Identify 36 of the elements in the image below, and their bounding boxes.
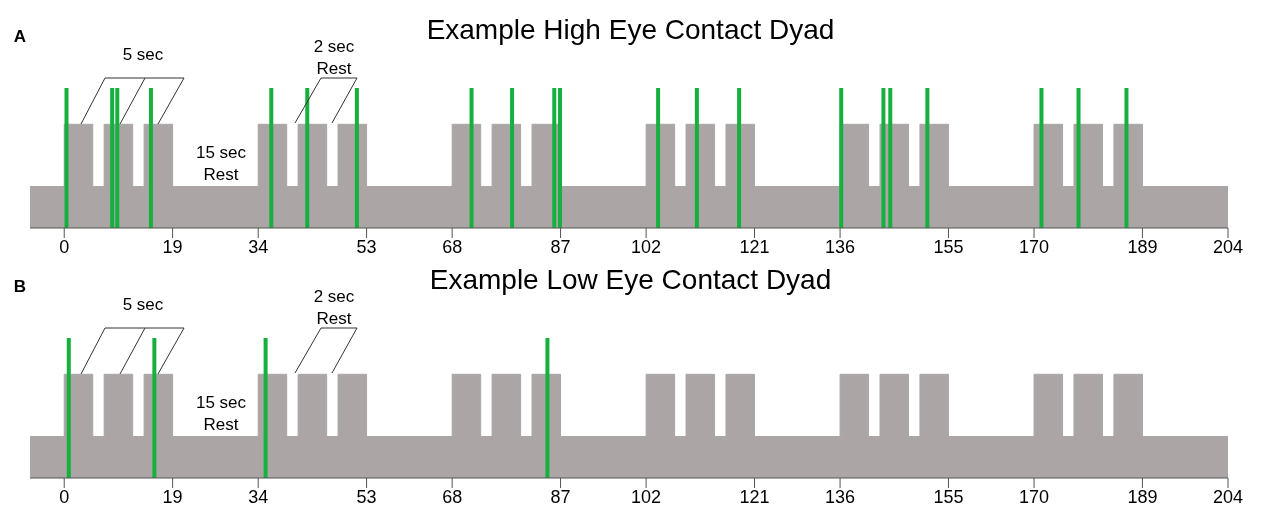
chart-title: Example Low Eye Contact Dyad [429, 264, 832, 295]
annotation: 15 sec Rest [194, 142, 248, 186]
x-tick-label: 170 [1019, 236, 1050, 257]
text: B [12, 276, 28, 298]
chart-title: Example High Eye Contact Dyad [426, 14, 835, 45]
x-tick-label: 19 [162, 236, 183, 257]
x-tick-label: 87 [550, 486, 571, 507]
x-tick-label: 53 [356, 236, 377, 257]
x-tick-label: 155 [933, 236, 964, 257]
text: 2 sec Rest [312, 286, 356, 330]
x-tick-label: 19 [162, 486, 183, 507]
text: 5 sec [121, 44, 165, 66]
x-tick-label: 68 [442, 236, 463, 257]
x-tick-label: 155 [933, 486, 964, 507]
text: A [12, 26, 28, 48]
x-tick-label: 0 [59, 486, 70, 507]
x-tick-label: 102 [631, 236, 662, 257]
x-tick-label: 189 [1127, 236, 1158, 257]
x-tick-label: 0 [59, 236, 70, 257]
x-tick-label: 136 [825, 486, 856, 507]
x-tick-label: 204 [1212, 236, 1244, 257]
x-tick-label: 136 [825, 236, 856, 257]
x-tick-label: 204 [1212, 486, 1244, 507]
x-tick-label: 68 [442, 486, 463, 507]
x-tick-label: 189 [1127, 486, 1158, 507]
text: 5 sec [121, 294, 165, 316]
annotation: 15 sec Rest [194, 392, 248, 436]
x-tick-label: 102 [631, 486, 662, 507]
text: 2 sec Rest [312, 36, 356, 80]
x-tick-label: 87 [550, 236, 571, 257]
x-tick-label: 53 [356, 486, 377, 507]
x-tick-label: 121 [739, 486, 770, 507]
x-tick-label: 34 [248, 486, 269, 507]
x-tick-label: 34 [248, 236, 269, 257]
x-tick-label: 170 [1019, 486, 1050, 507]
x-tick-label: 121 [739, 236, 770, 257]
